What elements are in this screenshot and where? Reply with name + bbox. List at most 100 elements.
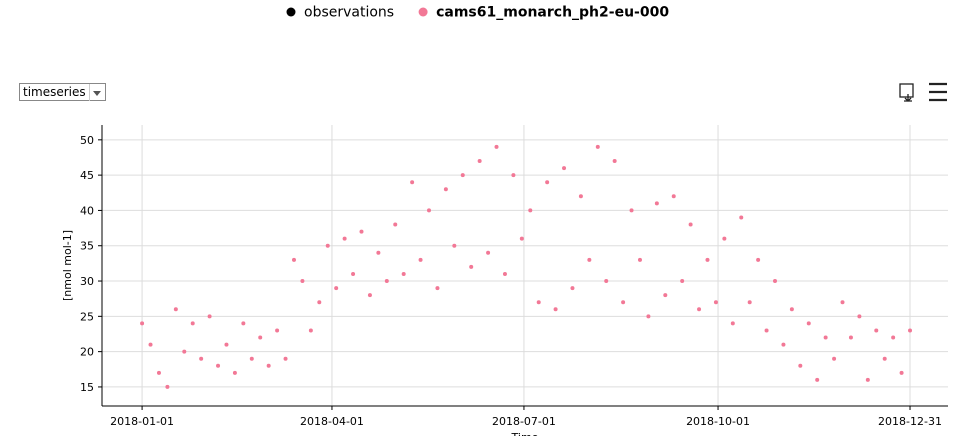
y-tick-label: 30 bbox=[80, 275, 94, 288]
data-point bbox=[486, 250, 491, 255]
data-point bbox=[646, 314, 651, 319]
data-point bbox=[688, 222, 693, 227]
data-point bbox=[637, 257, 642, 262]
menu-icon[interactable] bbox=[929, 82, 947, 102]
data-point bbox=[418, 257, 423, 262]
y-tick-label: 50 bbox=[80, 134, 94, 147]
data-point bbox=[882, 356, 887, 361]
data-point bbox=[562, 166, 567, 171]
data-point bbox=[477, 159, 482, 164]
data-point bbox=[756, 257, 761, 262]
data-point bbox=[216, 363, 221, 368]
data-point bbox=[713, 300, 718, 305]
data-point bbox=[815, 377, 820, 382]
data-point bbox=[832, 356, 837, 361]
data-point bbox=[798, 363, 803, 368]
data-point bbox=[739, 215, 744, 220]
download-icon[interactable] bbox=[899, 83, 914, 102]
data-point bbox=[553, 307, 558, 312]
data-point bbox=[730, 321, 735, 326]
data-point bbox=[773, 279, 778, 284]
data-point bbox=[249, 356, 254, 361]
dropdown-arrow[interactable] bbox=[89, 84, 105, 101]
data-point bbox=[612, 159, 617, 164]
data-point bbox=[266, 363, 271, 368]
data-point bbox=[680, 279, 685, 284]
selector-text: timeseries bbox=[23, 85, 86, 99]
y-tick-label: 40 bbox=[80, 204, 94, 217]
data-point bbox=[747, 300, 752, 305]
data-point bbox=[199, 356, 204, 361]
data-point bbox=[545, 180, 550, 185]
data-point bbox=[823, 335, 828, 340]
legend-marker bbox=[286, 7, 296, 17]
data-point bbox=[435, 286, 440, 291]
data-point bbox=[367, 293, 372, 298]
data-point bbox=[283, 356, 288, 361]
data-point bbox=[848, 335, 853, 340]
data-point bbox=[781, 342, 786, 347]
data-point bbox=[308, 328, 313, 333]
plot-area: 15 20 25 30 35 40 45 50 2018-01-01 2018-04-01 2018… bbox=[61, 125, 948, 436]
data-point bbox=[224, 342, 229, 347]
data-point bbox=[384, 279, 389, 284]
data-point bbox=[376, 250, 381, 255]
data-point bbox=[502, 271, 507, 276]
data-point bbox=[291, 257, 296, 262]
data-point bbox=[427, 208, 432, 213]
x-tick-label: 2018-04-01 bbox=[300, 415, 364, 428]
data-point bbox=[722, 236, 727, 241]
y-tick-label: 35 bbox=[80, 240, 94, 253]
data-point bbox=[570, 286, 575, 291]
data-point bbox=[275, 328, 280, 333]
data-point bbox=[891, 335, 896, 340]
data-point bbox=[351, 271, 356, 276]
data-point bbox=[140, 321, 145, 326]
data-point bbox=[359, 229, 364, 234]
x-tick-label: 2018-07-01 bbox=[492, 415, 556, 428]
data-point bbox=[587, 257, 592, 262]
data-point bbox=[342, 236, 347, 241]
data-point bbox=[511, 173, 516, 178]
data-point bbox=[317, 300, 322, 305]
data-point bbox=[857, 314, 862, 319]
x-tick-label: 2018-12-31 bbox=[878, 415, 942, 428]
data-point bbox=[401, 271, 406, 276]
data-point bbox=[621, 300, 626, 305]
data-point bbox=[173, 307, 178, 312]
data-point bbox=[806, 321, 811, 326]
data-point bbox=[452, 243, 457, 248]
data-point bbox=[874, 328, 879, 333]
data-point bbox=[899, 370, 904, 375]
data-point bbox=[578, 194, 583, 199]
data-point bbox=[156, 370, 161, 375]
y-tick-label: 45 bbox=[80, 169, 94, 182]
data-point bbox=[663, 293, 668, 298]
data-point bbox=[241, 321, 246, 326]
data-point bbox=[528, 208, 533, 213]
data-point bbox=[393, 222, 398, 227]
x-axis-label: Time bbox=[511, 431, 539, 436]
data-point bbox=[654, 201, 659, 206]
data-point bbox=[840, 300, 845, 305]
data-point bbox=[469, 264, 474, 269]
data-point bbox=[258, 335, 263, 340]
y-tick-label: 20 bbox=[80, 346, 94, 359]
legend-label: cams61_monarch_ph2-eu-000 bbox=[436, 5, 669, 21]
legend-marker bbox=[418, 7, 428, 17]
y-tick-label: 15 bbox=[80, 381, 94, 394]
data-point bbox=[325, 243, 330, 248]
x-tick-label: 2018-01-01 bbox=[110, 415, 174, 428]
data-point bbox=[148, 342, 153, 347]
x-tick-label: 2018-10-01 bbox=[686, 415, 750, 428]
type-selector[interactable]: timeseries bbox=[19, 83, 106, 101]
data-point bbox=[865, 377, 870, 382]
data-point bbox=[232, 370, 237, 375]
data-point bbox=[443, 187, 448, 192]
legend-label: observations bbox=[304, 5, 394, 21]
data-point bbox=[519, 236, 524, 241]
data-point bbox=[207, 314, 212, 319]
y-tick-label: 25 bbox=[80, 310, 94, 323]
